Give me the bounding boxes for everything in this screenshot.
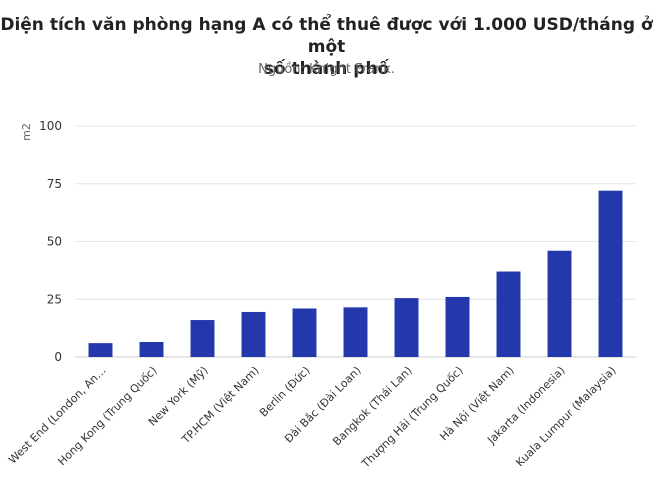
bars	[88, 190, 623, 357]
bar[interactable]	[343, 307, 368, 357]
bar[interactable]	[190, 320, 215, 357]
bar[interactable]	[547, 250, 572, 357]
x-axis-ticks: West End (London, An…Hong Kong (Trung Qu…	[6, 364, 619, 471]
y-tick-label: 25	[47, 292, 62, 306]
chart-title-line-2: số thành phố	[263, 59, 390, 79]
bar[interactable]	[598, 190, 623, 357]
x-tick-label: West End (London, An…	[6, 364, 109, 467]
bar[interactable]	[496, 271, 521, 357]
chart-title: Diện tích văn phòng hạng A có thể thuê đ…	[0, 14, 653, 80]
bar[interactable]	[292, 308, 317, 357]
y-tick-label: 100	[39, 119, 62, 133]
chart-title-line-1: Diện tích văn phòng hạng A có thể thuê đ…	[0, 15, 653, 57]
bar[interactable]	[394, 298, 419, 357]
y-tick-label: 50	[47, 235, 62, 249]
chart-subtitle: Nguồn: Knight Frank.	[258, 62, 395, 77]
x-tick-label: Thượng Hải (Trung Quốc)	[359, 364, 466, 471]
y-tick-label: 0	[54, 350, 62, 364]
bar[interactable]	[139, 341, 164, 357]
bar[interactable]	[241, 311, 266, 357]
bar[interactable]	[88, 343, 113, 357]
bar[interactable]	[445, 296, 470, 357]
x-tick-label: Berlin (Đức)	[257, 364, 313, 420]
y-tick-label: 75	[47, 177, 62, 191]
gridlines	[75, 125, 636, 358]
y-axis-label: m2	[20, 123, 33, 141]
x-tick-label: Hong Kong (Trung Quốc)	[55, 364, 159, 468]
y-axis-ticks: 0 25 50 75 100	[39, 119, 62, 364]
x-tick-label: Kuala Lumpur (Malaysia)	[513, 364, 618, 469]
